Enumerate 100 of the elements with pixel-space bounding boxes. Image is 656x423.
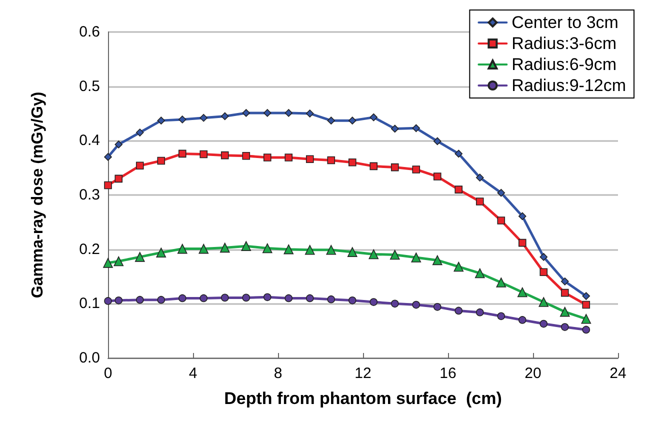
point [114, 296, 123, 304]
point [157, 116, 166, 124]
point [370, 298, 378, 306]
y-tick-label: 0.0 [79, 350, 100, 366]
point [114, 256, 124, 266]
point [241, 241, 252, 251]
point [582, 326, 590, 334]
point [390, 300, 399, 308]
point [412, 166, 420, 174]
point [368, 249, 379, 260]
point [284, 294, 293, 302]
point [242, 109, 250, 117]
point [178, 150, 186, 158]
point [476, 308, 484, 316]
point [178, 116, 186, 124]
point [454, 150, 463, 158]
point [304, 244, 315, 255]
point [103, 258, 113, 268]
point [262, 243, 272, 254]
point [104, 153, 112, 161]
legend-label: Radius:9-12cm [512, 76, 626, 95]
y-axis-title: Gamma-ray dose (mGy/Gy) [30, 92, 46, 298]
x-tick-label: 12 [354, 365, 372, 382]
point [220, 112, 229, 120]
point [370, 113, 378, 122]
point [327, 116, 336, 124]
point [157, 296, 166, 304]
point [474, 268, 485, 278]
point [178, 294, 186, 302]
x-tick-label: 0 [104, 365, 112, 382]
y-tick-label: 0.6 [79, 24, 100, 40]
point [348, 116, 356, 124]
point [284, 154, 293, 162]
x-tick-label: 8 [274, 365, 282, 382]
point [433, 172, 442, 180]
y-tick-label: 0.4 [79, 132, 100, 150]
x-tick-label: 24 [610, 365, 626, 382]
y-tick-label: 0.1 [79, 295, 100, 312]
point [560, 277, 569, 286]
point [200, 150, 208, 158]
point [220, 242, 230, 253]
legend-label: Radius:3-6cm [512, 34, 617, 53]
point [284, 244, 294, 254]
y-tick-label: 0.5 [79, 78, 100, 95]
point [433, 303, 442, 311]
point [114, 174, 123, 183]
point [156, 248, 166, 258]
point [581, 314, 592, 324]
y-tick-label: 0.3 [79, 186, 100, 204]
point [104, 297, 112, 305]
point [518, 238, 526, 247]
legend-label: Radius:6-9cm [512, 55, 617, 74]
point [134, 252, 145, 262]
point [136, 162, 144, 170]
point [497, 188, 506, 197]
point [412, 124, 420, 132]
point [560, 306, 570, 317]
x-axis-title: Depth from phantom surface (cm) [224, 389, 502, 408]
point [412, 300, 420, 309]
point [104, 181, 112, 190]
point [454, 262, 464, 272]
point [496, 278, 506, 288]
point [306, 155, 314, 164]
point [306, 294, 314, 302]
point [284, 109, 293, 117]
point [200, 294, 208, 302]
point [263, 154, 272, 162]
point [538, 297, 549, 307]
point [242, 152, 250, 160]
point [348, 158, 356, 166]
point [497, 216, 506, 224]
point [348, 296, 356, 304]
point [220, 151, 229, 160]
point [518, 316, 526, 324]
point [347, 247, 358, 257]
point [454, 306, 463, 315]
point [390, 250, 400, 260]
point [198, 244, 209, 254]
point [177, 244, 188, 254]
point [242, 294, 250, 302]
point [518, 212, 526, 220]
point [136, 128, 144, 136]
point [560, 323, 569, 331]
point [497, 312, 506, 320]
point [327, 295, 336, 304]
point [476, 174, 484, 182]
point [540, 320, 548, 328]
point [390, 163, 399, 172]
point [157, 156, 166, 165]
point [433, 137, 442, 146]
x-tick-label: 4 [188, 365, 198, 382]
point [411, 252, 422, 262]
point [476, 198, 484, 206]
point [306, 110, 314, 118]
point [220, 294, 229, 302]
x-tick-label: 16 [440, 365, 456, 382]
point [582, 300, 590, 309]
point [582, 292, 590, 300]
x-tick-label: 20 [524, 365, 542, 382]
point [327, 156, 336, 164]
